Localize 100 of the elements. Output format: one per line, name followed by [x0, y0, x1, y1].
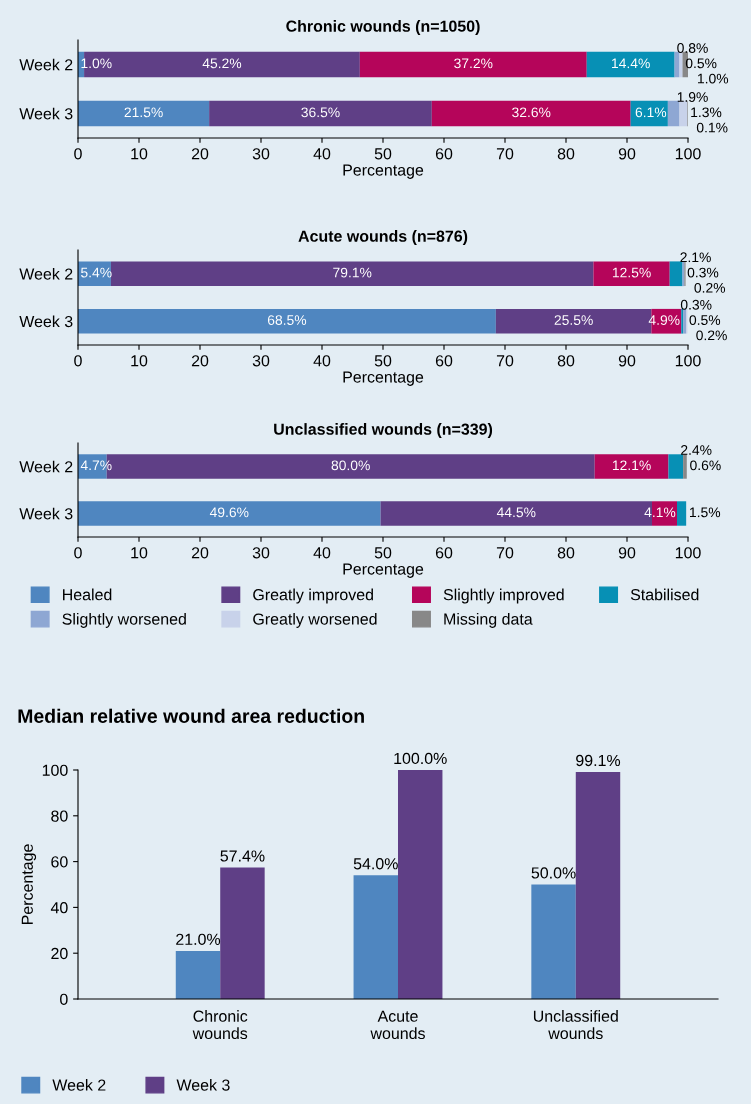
x-tick-label: 20	[191, 355, 209, 367]
y-tick-label: 0	[60, 993, 68, 1005]
data-label: 99.1%	[576, 754, 621, 767]
y-tick-label: 20	[51, 947, 68, 960]
x-tick-label: 10	[131, 355, 148, 367]
data-label: 0.8%	[677, 43, 708, 53]
x-tick-label: 20	[191, 148, 209, 160]
y-tick-label: Week 3	[19, 107, 73, 120]
x-tick-label: 100	[675, 355, 701, 367]
data-label: 37.2%	[454, 58, 493, 69]
bar	[594, 454, 669, 479]
x-tick-label: 80	[557, 355, 575, 367]
data-label: 0.6%	[690, 460, 721, 471]
data-label: 0.1%	[696, 122, 728, 133]
data-label: 2.4%	[681, 445, 712, 455]
data-label: 12.5%	[612, 267, 651, 278]
chart-title: Median relative wound area reduction	[18, 708, 364, 723]
x-tick-label: 30	[252, 355, 270, 367]
bar	[668, 454, 684, 479]
bar	[220, 867, 265, 999]
x-tick-label: 10	[131, 547, 148, 559]
data-label: 1.0%	[698, 73, 729, 84]
x-tick-label: 30	[252, 148, 270, 160]
x-tick-label: Acute wounds	[370, 1010, 425, 1040]
bar	[78, 308, 496, 334]
data-label: 5.4%	[81, 267, 112, 278]
legend-label: Slightly improved	[443, 588, 564, 604]
x-tick-label: 80	[557, 547, 575, 559]
x-tick-label: 80	[557, 148, 575, 160]
data-label: 0.5%	[689, 315, 721, 325]
data-label: 36.5%	[301, 107, 340, 118]
y-tick-label: Week 2	[19, 267, 73, 280]
bar	[175, 950, 221, 999]
y-axis-title: Percentage	[21, 844, 37, 925]
x-tick-label: 50	[374, 355, 392, 367]
x-tick-label: 40	[313, 547, 331, 559]
bar	[669, 261, 683, 287]
y-tick-label: 40	[50, 902, 68, 914]
y-tick-label: 100	[42, 764, 68, 776]
data-label: 0.2%	[694, 282, 726, 293]
x-axis-title: Percentage	[343, 563, 424, 578]
x-tick-label: 70	[496, 148, 514, 160]
data-label: 50.0%	[531, 867, 576, 879]
x-tick-label: Chronic wounds	[192, 1010, 248, 1040]
x-tick-label: 30	[252, 547, 270, 559]
bar	[78, 100, 210, 127]
bar	[398, 770, 443, 999]
bar	[586, 51, 675, 78]
data-label: 21.5%	[124, 107, 163, 118]
bar	[683, 454, 687, 479]
x-tick-label: 60	[435, 547, 453, 559]
x-tick-label: 10	[131, 148, 148, 160]
bar	[431, 100, 631, 127]
data-label: 49.6%	[209, 507, 249, 518]
data-label: 21.0%	[176, 933, 221, 945]
x-tick-label: 60	[435, 355, 453, 367]
data-label: 1.3%	[691, 107, 722, 118]
data-label: 12.1%	[612, 460, 651, 471]
x-tick-label: 0	[74, 148, 82, 160]
chart-title: Chronic wounds (n=1050)	[286, 20, 480, 35]
x-tick-label: 40	[313, 355, 331, 367]
x-tick-label: 70	[496, 355, 514, 367]
y-tick-label: 60	[51, 856, 68, 868]
data-label: 1.5%	[690, 507, 721, 518]
data-label: 0.3%	[680, 299, 712, 310]
bar	[110, 261, 594, 287]
y-tick-label: Week 3	[19, 507, 73, 520]
data-label: 25.5%	[554, 315, 593, 325]
x-tick-label: 0	[74, 355, 82, 367]
legend-label: Healed	[63, 588, 112, 601]
data-label: 44.5%	[496, 507, 536, 518]
x-tick-label: 90	[618, 355, 636, 367]
data-label: 1.0%	[81, 58, 112, 69]
data-label: 54.0%	[353, 858, 398, 870]
x-tick-label: 20	[191, 547, 209, 559]
x-tick-label: 100	[675, 148, 701, 160]
bar	[575, 772, 621, 999]
bar	[78, 501, 381, 526]
x-axis-title: Percentage	[343, 371, 424, 386]
x-tick-label: 40	[313, 148, 331, 160]
bar	[679, 51, 683, 78]
bar	[359, 51, 587, 78]
data-label: 4.1%	[644, 507, 676, 518]
x-tick-label: 90	[618, 148, 636, 160]
legend-label: Missing data	[444, 613, 533, 628]
data-label: 80.0%	[331, 460, 370, 471]
x-axis-title: Percentage	[343, 164, 424, 179]
data-label: 100.0%	[394, 752, 447, 765]
y-tick-label: Week 2	[19, 58, 73, 71]
bar	[677, 501, 687, 526]
bar	[593, 261, 670, 287]
y-tick-label: Week 3	[19, 315, 73, 328]
data-label: 0.2%	[696, 330, 727, 341]
bar	[209, 100, 432, 127]
bar	[679, 100, 688, 127]
data-label: 14.4%	[612, 58, 650, 69]
data-label: 57.4%	[220, 850, 265, 862]
data-label: 79.1%	[333, 267, 372, 278]
x-tick-label: 0	[74, 547, 82, 559]
data-label: 45.2%	[202, 58, 242, 69]
